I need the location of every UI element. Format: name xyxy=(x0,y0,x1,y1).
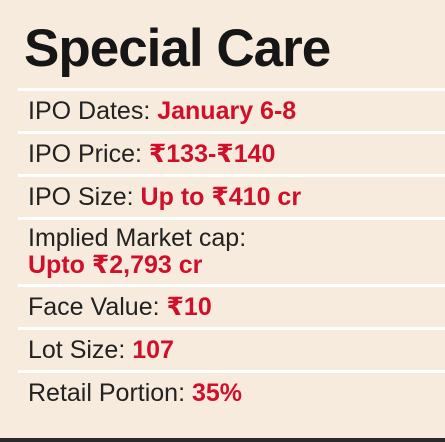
ipo-details-list: IPO Dates: January 6-8 IPO Price: ₹133-₹… xyxy=(18,88,445,413)
face-value-value: ₹10 xyxy=(166,293,212,321)
retail-portion-label: Retail Portion: xyxy=(28,378,186,407)
ipo-dates-row: IPO Dates: January 6-8 xyxy=(18,88,445,131)
ipo-size-value: Up to ₹410 cr xyxy=(140,183,302,211)
card-title: Special Care xyxy=(24,19,331,78)
ipo-price-row: IPO Price: ₹133-₹140 xyxy=(18,131,445,174)
ipo-price-value: ₹133-₹140 xyxy=(148,140,276,168)
ipo-dates-label: IPO Dates: xyxy=(28,96,151,125)
bottom-divider xyxy=(0,438,445,442)
ipo-size-row: IPO Size: Up to ₹410 cr xyxy=(18,174,445,217)
retail-portion-row: Retail Portion: 35% xyxy=(18,370,445,413)
face-value-label: Face Value: xyxy=(28,292,160,321)
lot-size-row: Lot Size: 107 xyxy=(18,327,445,370)
ipo-size-label: IPO Size: xyxy=(28,182,134,211)
retail-portion-value: 35% xyxy=(191,378,243,407)
market-cap-value: Upto ₹2,793 cr xyxy=(28,251,203,279)
ipo-price-label: IPO Price: xyxy=(28,139,142,168)
lot-size-label: Lot Size: xyxy=(28,335,126,364)
lot-size-value: 107 xyxy=(132,335,174,364)
face-value-row: Face Value: ₹10 xyxy=(18,284,445,327)
market-cap-label: Implied Market cap: xyxy=(28,224,247,252)
market-cap-row: Implied Market cap: Upto ₹2,793 cr xyxy=(18,217,445,284)
ipo-dates-value: January 6-8 xyxy=(157,96,297,125)
